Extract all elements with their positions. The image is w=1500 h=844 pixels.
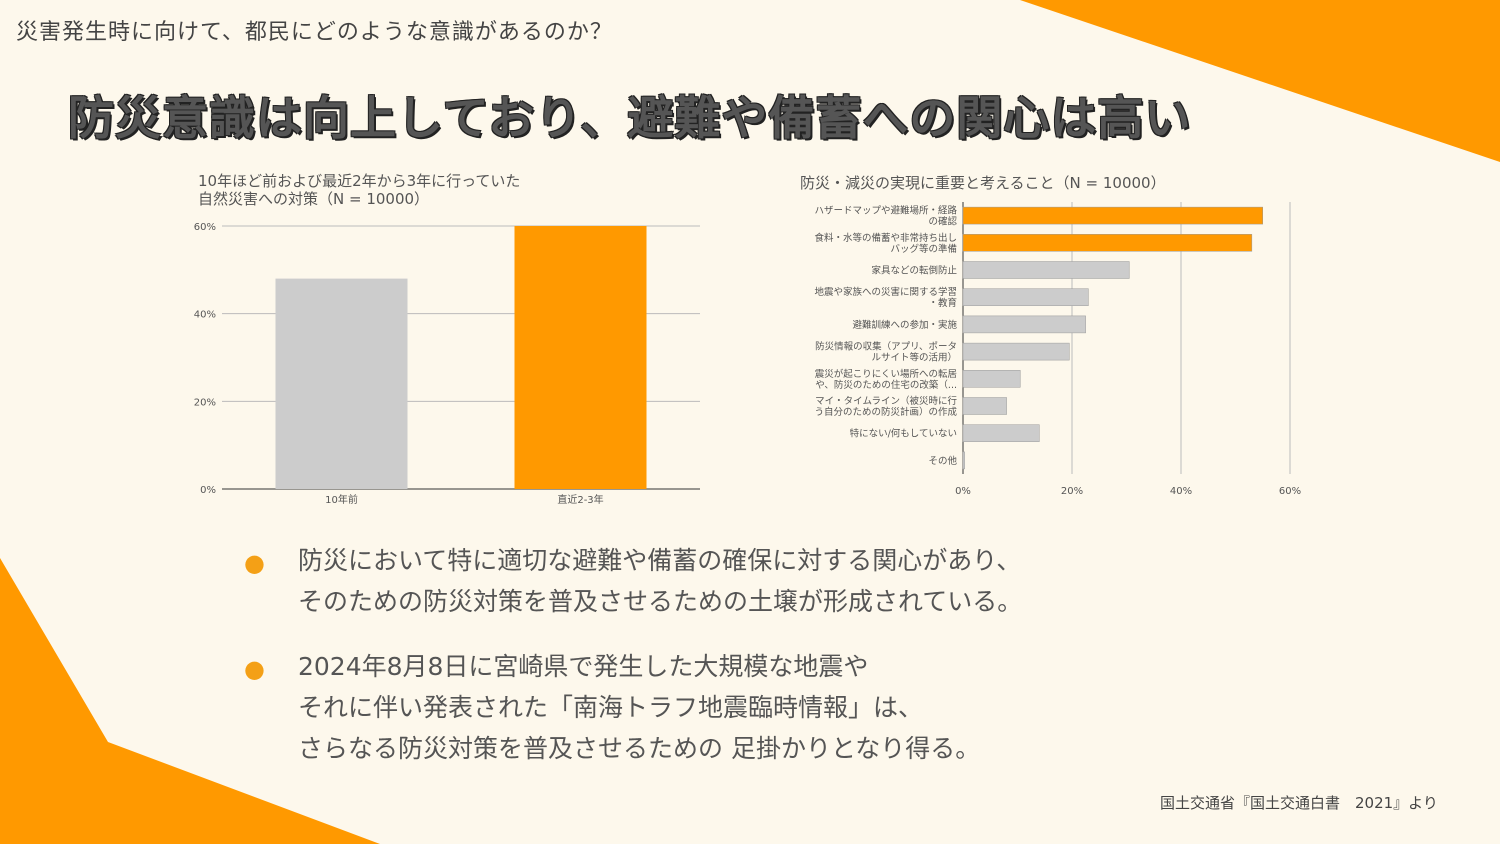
- chart1-y-tick-label: 60%: [194, 222, 216, 233]
- bullet-2-line-2: それに伴い発表された「南海トラフ地震臨時情報」は、: [298, 693, 924, 722]
- slide-title: 防災意識は向上しており、避難や備蓄への関心は高い: [68, 91, 1192, 145]
- chart2-x-tick-label: 0%: [955, 486, 971, 497]
- chart2-bar: [962, 342, 1070, 361]
- bullet-2-line-3: さらなる防災対策を普及させるための 足掛かりとなり得る。: [298, 734, 981, 763]
- bullet-dot-icon: ●: [244, 655, 265, 683]
- chart2-bar: [962, 288, 1089, 306]
- chart2-category-label: 地震や家族への災害に関する学習: [814, 286, 957, 298]
- chart2-category-label: 家具などの転倒防止: [871, 265, 957, 277]
- chart2-bar: [962, 261, 1130, 279]
- chart2-bar: [962, 451, 965, 470]
- chart1-y-tick-label: 20%: [194, 397, 216, 408]
- bullet-dot-icon: ●: [244, 549, 265, 577]
- chart2-category-label: の確認: [928, 216, 957, 228]
- chart2-category-label: 震災が起こりにくい場所への転居: [815, 368, 957, 380]
- chart2-category-label: マイ・タイムライン（被災時に行: [815, 395, 957, 407]
- chart1-y-tick-label: 40%: [194, 310, 216, 321]
- chart1-bar: [275, 278, 408, 489]
- top-right-accent-shape: [1020, 0, 1500, 162]
- chart2-category-label: 食料・水等の備蓄や非常持ち出し: [814, 232, 957, 244]
- bullet-2-line-1: 2024年8月8日に宮崎県で発生した大規模な地震や: [298, 652, 869, 681]
- chart1-vertical-bar-chart: 0% 20% 40% 60% 10年前 直近2-3年: [194, 222, 700, 506]
- chart1-title-line1: 10年ほど前および最近2年から3年に行っていた: [198, 172, 521, 190]
- chart2-category-label: や、防災のための住宅の改築（...: [815, 379, 957, 391]
- chart1-bar: [514, 226, 647, 489]
- chart1-title: 10年ほど前および最近2年から3年に行っていた 自然災害への対策（N = 100…: [198, 172, 520, 208]
- bullet-item-1: ● 防災において特に適切な避難や備蓄の確保に対する関心があり、 そのための防災対…: [244, 540, 1244, 622]
- chart1-x-tick-label: 10年前: [325, 493, 358, 506]
- chart2-bar: [962, 424, 1040, 442]
- source-citation: 国土交通省『国土交通白書 2021』より: [1160, 794, 1438, 812]
- chart2-category-label: ・教育: [928, 297, 957, 309]
- chart2-bar: [962, 315, 1086, 334]
- bullet-item-2: ● 2024年8月8日に宮崎県で発生した大規模な地震や それに伴い発表された「南…: [244, 646, 1244, 769]
- chart1-x-tick-label: 直近2-3年: [557, 493, 603, 506]
- chart2-category-label: う自分のための防災計画）の作成: [814, 406, 957, 418]
- chart2-horizontal-bar-chart: 0% 20% 40% 60% ハザードマップや避難場所・経路の確認食料・水等の備蓄や非常…: [814, 202, 1301, 497]
- chart1-y-tick-label: 0%: [200, 485, 216, 496]
- chart2-category-label: 避難訓練への参加・実施: [852, 319, 957, 331]
- chart2-x-tick-label: 40%: [1170, 486, 1192, 497]
- chart2-category-label: 特にない/何もしていない: [850, 428, 957, 440]
- chart2-x-tick-label: 60%: [1279, 486, 1301, 497]
- bullet-1-line-1: 防災において特に適切な避難や備蓄の確保に対する関心があり、: [298, 546, 1022, 575]
- chart2-title: 防災・減災の実現に重要と考えること（N = 10000）: [800, 174, 1166, 192]
- slide-subtitle: 災害発生時に向けて、都民にどのような意識があるのか？: [16, 20, 613, 45]
- chart2-bar: [962, 370, 1021, 388]
- chart2-bar: [962, 397, 1007, 415]
- chart2-category-label: ルサイト等の活用）: [871, 352, 957, 364]
- chart2-x-tick-label: 20%: [1061, 486, 1083, 497]
- bullet-1-line-2: そのための防災対策を普及させるための土壌が形成されている。: [298, 587, 1023, 616]
- chart2-category-label: ハザードマップや避難場所・経路: [814, 205, 957, 217]
- chart1-title-line2: 自然災害への対策（N = 10000）: [198, 190, 430, 208]
- bottom-left-accent-shape: [0, 558, 380, 844]
- chart2-category-label: 防災情報の収集（アプリ、ポータ: [815, 341, 957, 353]
- chart2-bar: [962, 206, 1263, 225]
- chart2-bar: [962, 234, 1253, 252]
- bullet-list: ● 防災において特に適切な避難や備蓄の確保に対する関心があり、 そのための防災対…: [244, 540, 1244, 793]
- chart2-category-label: その他: [928, 455, 957, 467]
- chart2-category-label: バッグ等の準備: [890, 243, 957, 255]
